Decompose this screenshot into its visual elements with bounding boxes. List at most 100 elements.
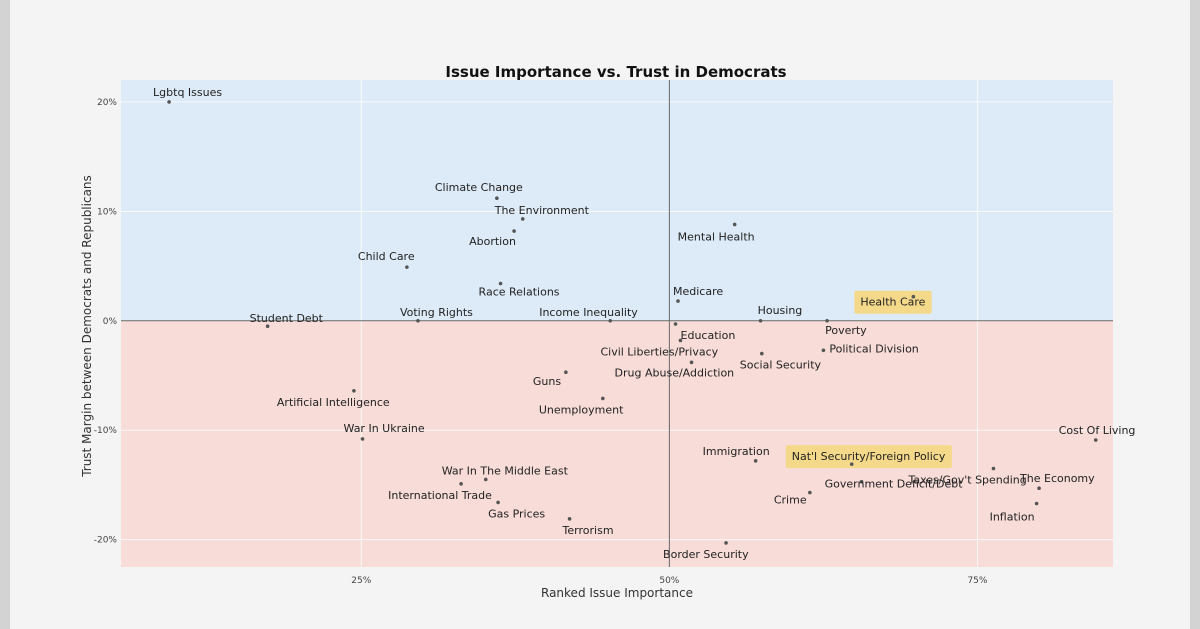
point-label: Artificial Intelligence [277,396,390,409]
point-label: War In Ukraine [344,422,425,435]
point-child-care: Child Care [358,250,415,269]
trust-negative-region [121,320,1113,567]
y-tick-label: 0% [103,317,118,327]
point-unemployment: Unemployment [539,396,624,416]
x-tick-label: 75% [967,576,987,586]
point-nat-l-security-foreign-policy: Nat'l Security/Foreign Policy [785,445,952,469]
point-terrorism: Terrorism [562,517,614,537]
chart-title: Issue Importance vs. Trust in Democrats [445,63,786,81]
point-label: Mental Health [678,230,755,243]
x-tick-label: 25% [351,576,371,586]
point-label: Race Relations [479,286,560,299]
point-label: Inflation [990,511,1035,524]
point-marker [495,196,499,200]
point-border-security: Border Security [663,541,749,561]
highlight-box [785,445,952,469]
point-lgbtq-issues: Lgbtq Issues [153,86,222,104]
point-inflation: Inflation [990,501,1039,524]
point-marker [360,437,365,441]
point-marker [567,517,572,521]
data-points: Lgbtq Issues Climate Change The Environmen… [153,86,1135,561]
point-taxes-gov-t-spending: Taxes/Gov't Spending [907,466,1027,487]
point-marker [991,466,996,471]
point-marker [483,477,488,482]
y-tick-label: 10% [97,207,117,217]
point-marker [1093,438,1098,442]
point-poverty: Poverty [825,318,867,337]
point-civil-liberties-privacy: Civil Liberties/Privacy [600,338,719,358]
y-axis-title: Trust Margin between Democrats and Repub… [80,175,94,478]
point-marker [732,222,737,227]
point-marker [859,479,864,484]
point-label: Immigration [703,445,770,458]
point-label: Student Debt [250,312,324,325]
point-label: Unemployment [539,403,624,416]
point-marker [676,299,680,303]
point-artificial-intelligence: Artificial Intelligence [277,389,390,409]
scatter-chart: 25% 50% 75% 20% 10% 0% -10% -20% Lgbtq Issues Cl… [80,63,1135,600]
y-tick-label: -10% [94,426,118,436]
point-marker [352,389,356,393]
point-marker [689,360,694,365]
point-cost-of-living: Cost Of Living [1059,424,1135,442]
point-marker [564,370,568,375]
point-label: The Environment [494,204,590,217]
chart-frame: 25% 50% 75% 20% 10% 0% -10% -20% Lgbtq Issues Cl… [10,0,1190,629]
point-marker [759,351,764,356]
point-immigration: Immigration [703,445,770,463]
tick-labels: 25% 50% 75% 20% 10% 0% -10% -20% [94,98,988,586]
point-international-trade: International Trade [388,482,492,502]
point-label: Drug Abuse/Addiction [615,366,735,379]
point-label: Voting Rights [400,306,473,319]
point-war-in-ukraine: War In Ukraine [344,422,425,441]
point-marker [167,100,171,104]
point-label: Education [681,329,736,342]
point-label: Health Care [860,296,925,309]
point-guns: Guns [533,370,568,388]
point-drug-abuse-addiction: Drug Abuse/Addiction [615,360,735,379]
point-label: International Trade [388,489,492,502]
point-marker [808,490,812,495]
point-health-care: Health Care [854,290,932,314]
point-the-environment: The Environment [494,204,590,221]
point-label: War In The Middle East [442,464,569,477]
point-climate-change: Climate Change [435,181,523,200]
point-education: Education [673,322,736,342]
point-marker [265,324,270,329]
point-label: Government Deficit/Debt [825,478,964,491]
point-marker [405,265,409,269]
point-marker [608,318,613,323]
point-marker [601,396,605,401]
point-political-division: Political Division [821,342,919,355]
point-label: Climate Change [435,181,523,194]
point-marker [758,318,763,323]
point-marker [724,541,728,545]
point-label: Crime [774,494,807,507]
point-label: Income Inequality [539,306,638,319]
point-label: Gas Prices [488,507,545,520]
point-marker [416,318,420,323]
point-label: Lgbtq Issues [153,86,222,99]
point-social-security: Social Security [740,351,822,372]
point-marker [459,482,463,486]
point-marker [825,318,829,323]
point-marker [849,462,854,466]
point-medicare: Medicare [673,285,723,303]
point-label: Nat'l Security/Foreign Policy [792,450,946,463]
point-label: The Economy [1019,472,1095,485]
point-mental-health: Mental Health [678,222,755,243]
trust-positive-region [121,80,1113,321]
point-the-economy: The Economy [1019,472,1095,491]
point-label: Taxes/Gov't Spending [907,474,1026,487]
point-marker [1034,501,1039,506]
point-marker [520,217,525,221]
y-tick-label: -20% [94,536,118,546]
point-label: Medicare [673,285,723,298]
point-government-deficit-debt: Government Deficit/Debt [825,478,964,491]
point-marker [673,322,678,326]
point-label: Civil Liberties/Privacy [600,345,718,358]
point-label: Terrorism [562,524,614,537]
point-marker [498,281,503,286]
x-tick-label: 50% [659,576,679,586]
point-crime: Crime [774,490,812,507]
